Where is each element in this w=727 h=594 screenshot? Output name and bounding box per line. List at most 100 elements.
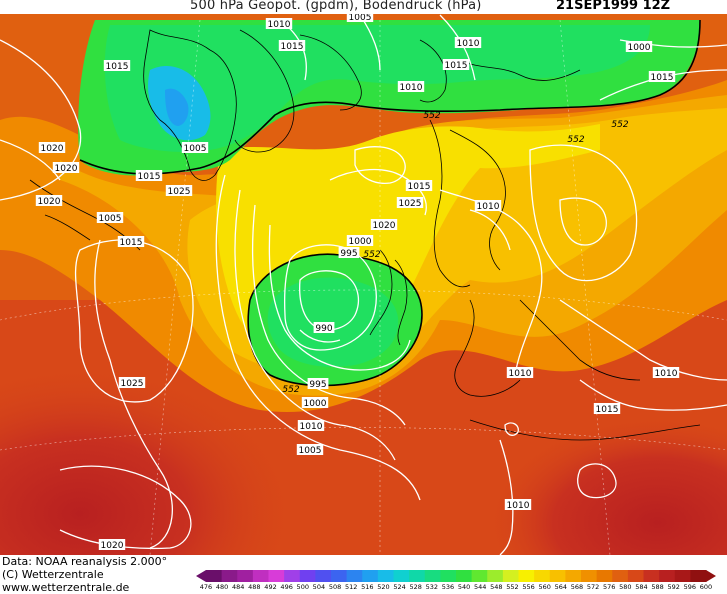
isobar-label: 1015 <box>651 73 674 83</box>
scale-swatch <box>659 570 676 582</box>
footer: Data: NOAA reanalysis 2.000° (C) Wetterz… <box>0 555 727 594</box>
scale-label: 488 <box>248 583 261 591</box>
height-552-label: 552 <box>282 385 299 395</box>
scale-swatch <box>596 570 613 582</box>
scale-swatch <box>346 570 363 582</box>
line-552-low <box>247 253 423 387</box>
isobar-label: 1015 <box>106 62 129 72</box>
scale-label: 572 <box>586 583 600 591</box>
isobar-label: 1010 <box>509 369 532 379</box>
scale-label: 516 <box>361 583 374 591</box>
scale-swatch <box>627 570 644 582</box>
scale-swatch <box>549 570 566 582</box>
isobar-label-bg <box>96 212 124 223</box>
scale-label: 508 <box>328 583 342 591</box>
northern-green-inner <box>104 25 650 152</box>
scale-swatch <box>252 570 269 582</box>
scale-swatch <box>502 570 519 582</box>
height-552-label: 552 <box>567 135 584 145</box>
isobar-label-bg <box>405 180 433 191</box>
scale-swatch <box>206 570 223 582</box>
isobar-label-bg <box>117 236 145 247</box>
scale-swatch <box>565 570 582 582</box>
scale-swatch <box>518 570 535 582</box>
isobar-label-bg <box>593 403 621 414</box>
isobar-label: 1020 <box>55 164 78 174</box>
isobar-label: 1005 <box>184 144 207 154</box>
isobar-label: 1010 <box>300 422 323 432</box>
scale-swatch <box>456 570 473 582</box>
scale-swatch <box>237 570 254 582</box>
scale-swatch <box>409 570 426 582</box>
scale-swatch <box>690 570 707 582</box>
isobar-label: 1010 <box>400 83 423 93</box>
isobar-label: 1020 <box>41 144 64 154</box>
isobar-label-bg <box>506 367 534 378</box>
isobar-label-bg <box>652 367 680 378</box>
color-scale: 476 480 484 488 492 496 500 504 508 512 516 520 524 5… <box>196 570 716 592</box>
map-header: 500 hPa Geopot. (gpdm), Bodendruck (hPa)… <box>0 0 727 14</box>
scale-label: 476 <box>199 583 213 591</box>
scale-label: 584 <box>635 583 648 591</box>
isobar-label: 1010 <box>457 39 480 49</box>
map-title: 500 hPa Geopot. (gpdm), Bodendruck (hPa) <box>190 0 482 13</box>
scale-label: 588 <box>651 583 664 591</box>
scale-swatch <box>268 570 285 582</box>
isobar-label: 1015 <box>281 42 304 52</box>
isobar-label-bg <box>265 18 293 29</box>
isobar-label-bg <box>346 235 374 246</box>
isobar-label-bg <box>313 322 335 333</box>
isobar-label: 1000 <box>349 237 372 247</box>
map-date: 21SEP1999 12Z <box>556 0 671 13</box>
scale-swatch <box>362 570 379 582</box>
isobar-label-bg <box>135 170 163 181</box>
isobar-label-bg <box>118 377 146 388</box>
scale-label: 564 <box>554 583 568 591</box>
scale-label: 532 <box>425 583 439 591</box>
scale-label: 540 <box>457 583 471 591</box>
line-552-north <box>79 19 701 175</box>
isobar-label-bg <box>338 247 360 258</box>
isobar-label: 1000 <box>304 399 327 409</box>
isobar-label: 1020 <box>373 221 396 231</box>
scale-label: 520 <box>377 583 390 591</box>
isobar-label-bg <box>297 420 325 431</box>
isobar-label: 1010 <box>507 501 530 511</box>
scale-swatch <box>393 570 410 582</box>
isobar-label: 1010 <box>655 369 678 379</box>
scale-label: 524 <box>393 583 406 591</box>
isobar-label-bg <box>296 444 324 455</box>
scale-swatch <box>284 570 301 582</box>
scale-label: 548 <box>490 583 503 591</box>
color-scale-labels: 476 480 484 488 492 496 500 504 508 512 516 520 524 5… <box>200 583 713 592</box>
isobar-label-bg <box>454 37 482 48</box>
isobar-label-bg <box>103 60 131 71</box>
isobar-label: 990 <box>315 324 332 334</box>
scale-swatch <box>315 570 332 582</box>
isobar-label-bg <box>52 162 80 173</box>
isobar-label-bg <box>38 142 66 153</box>
isobar-label: 1015 <box>445 61 468 71</box>
scale-arrow-left <box>196 570 206 582</box>
scale-swatch <box>471 570 488 582</box>
weather-map: 1010 1005 1015 1010 1015 1015 1000 1015 1005 1010… <box>0 0 727 555</box>
isobar-label-bg <box>648 71 676 82</box>
isobar-label: 1015 <box>138 172 161 182</box>
height-552-label: 552 <box>611 120 628 130</box>
isobar-label: 1025 <box>399 199 422 209</box>
website-text: www.wetterzentrale.de <box>2 581 130 594</box>
coastlines <box>29 29 701 441</box>
isobar-label-bg <box>442 59 470 70</box>
scale-swatch <box>377 570 394 582</box>
scale-label: 552 <box>506 583 519 591</box>
isobar-label: 1015 <box>408 182 431 192</box>
height-552-label: 552 <box>423 111 440 121</box>
northern-cyan-core <box>165 88 189 126</box>
scale-label: 528 <box>409 583 422 591</box>
isobar-label: 995 <box>340 249 357 259</box>
scale-label: 600 <box>699 583 713 591</box>
isobar-label: 1020 <box>101 541 124 551</box>
isobar-label: 1025 <box>121 379 144 389</box>
color-scale-bar <box>196 570 716 582</box>
scale-swatch <box>534 570 551 582</box>
